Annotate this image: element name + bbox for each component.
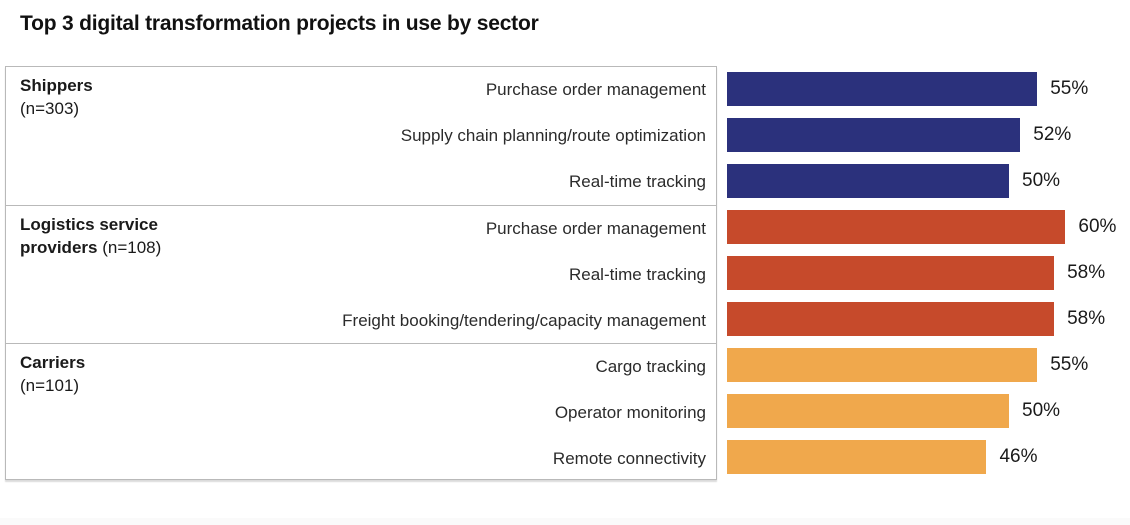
label-panel: Shippers (n=303) Purchase order management…: [5, 66, 717, 480]
bar-carriers: [727, 348, 1038, 382]
bars-column: 55% 52% 50% 60% 58% 58% 55% 50% 46%: [722, 66, 1116, 480]
project-label: Supply chain planning/route optimization: [400, 126, 706, 145]
sector-label-line: (n=101): [20, 375, 85, 398]
project-labels-logistics-service-providers: Purchase order management Real-time track…: [6, 206, 716, 344]
project-label: Operator monitoring: [554, 403, 706, 422]
sector-label-line: Carriers: [20, 352, 85, 375]
bar-row: 58%: [722, 296, 1116, 342]
sector-name-text: Shippers: [20, 76, 93, 95]
bar-value-label: 55%: [1050, 78, 1089, 99]
sector-name-text: providers: [20, 237, 103, 257]
bar-value-label: 58%: [1067, 262, 1106, 283]
bar-value-label: 60%: [1078, 216, 1117, 237]
bar-row: 50%: [722, 158, 1116, 204]
bar-chart: Shippers (n=303) Purchase order management…: [5, 66, 1125, 480]
bar-value-label: 46%: [999, 446, 1038, 467]
bar-shippers: [727, 72, 1038, 106]
sector-label-line: (n=303): [20, 98, 93, 121]
bar-row: 46%: [722, 434, 1116, 480]
bar-row: 50%: [722, 388, 1116, 434]
bar-value-label: 58%: [1067, 308, 1106, 329]
sector-name-text: Carriers: [20, 353, 86, 372]
chart-title: Top 3 digital transformation projects in…: [20, 12, 539, 35]
bars-section-carriers: 55% 50% 46%: [722, 342, 1116, 480]
bars-section-logistics-service-providers: 60% 58% 58%: [722, 204, 1116, 342]
bar-shippers: [727, 164, 1009, 198]
bar-value-label: 50%: [1022, 170, 1061, 191]
bar-row: 60%: [722, 204, 1116, 250]
project-label: Remote connectivity: [552, 449, 706, 468]
bar-shippers: [727, 118, 1021, 152]
bar-logistics-service-providers: [727, 210, 1066, 244]
project-labels-shippers: Purchase order management Supply chain pl…: [6, 67, 716, 205]
project-label: Purchase order management: [485, 80, 706, 99]
bar-logistics-service-providers: [727, 256, 1055, 290]
sector-section-shippers: Shippers (n=303) Purchase order management…: [6, 67, 716, 205]
project-label: Real-time tracking: [569, 265, 706, 284]
project-label: Purchase order management: [485, 219, 706, 238]
bar-row: 58%: [722, 250, 1116, 296]
sector-section-carriers: Carriers (n=101) Cargo tracking Operator mo…: [6, 343, 716, 481]
bar-row: 55%: [722, 66, 1116, 112]
bar-row: 52%: [722, 112, 1116, 158]
sample-size-text: (n=108): [102, 237, 162, 257]
sector-label-line: providers (n=108): [20, 237, 161, 260]
sector-label-shippers: Shippers (n=303): [20, 75, 93, 121]
bar-value-label: 55%: [1050, 354, 1089, 375]
project-label: Cargo tracking: [595, 357, 706, 376]
bar-value-label: 52%: [1033, 124, 1072, 145]
bar-carriers: [727, 440, 987, 474]
page-bottom-strip: [0, 518, 1130, 525]
sector-label-line: Shippers: [20, 75, 93, 98]
bar-carriers: [727, 394, 1009, 428]
sample-size-text: (n=303): [20, 98, 80, 118]
sector-label-logistics-service-providers: Logistics service providers (n=108): [20, 214, 161, 260]
bar-value-label: 50%: [1022, 400, 1061, 421]
project-label: Real-time tracking: [569, 172, 706, 191]
sector-label-line: Logistics service: [20, 214, 161, 237]
sample-size-text: (n=101): [20, 375, 80, 395]
sector-label-carriers: Carriers (n=101): [20, 352, 85, 398]
bars-section-shippers: 55% 52% 50%: [722, 66, 1116, 204]
project-labels-carriers: Cargo tracking Operator monitoring Remote …: [6, 344, 716, 482]
bar-logistics-service-providers: [727, 302, 1055, 336]
project-label: Freight booking/tendering/capacity manag…: [342, 311, 706, 330]
sector-name-text: Logistics service: [20, 215, 158, 234]
sector-section-logistics-service-providers: Logistics service providers (n=108) Purcha…: [6, 205, 716, 343]
bar-row: 55%: [722, 342, 1116, 388]
